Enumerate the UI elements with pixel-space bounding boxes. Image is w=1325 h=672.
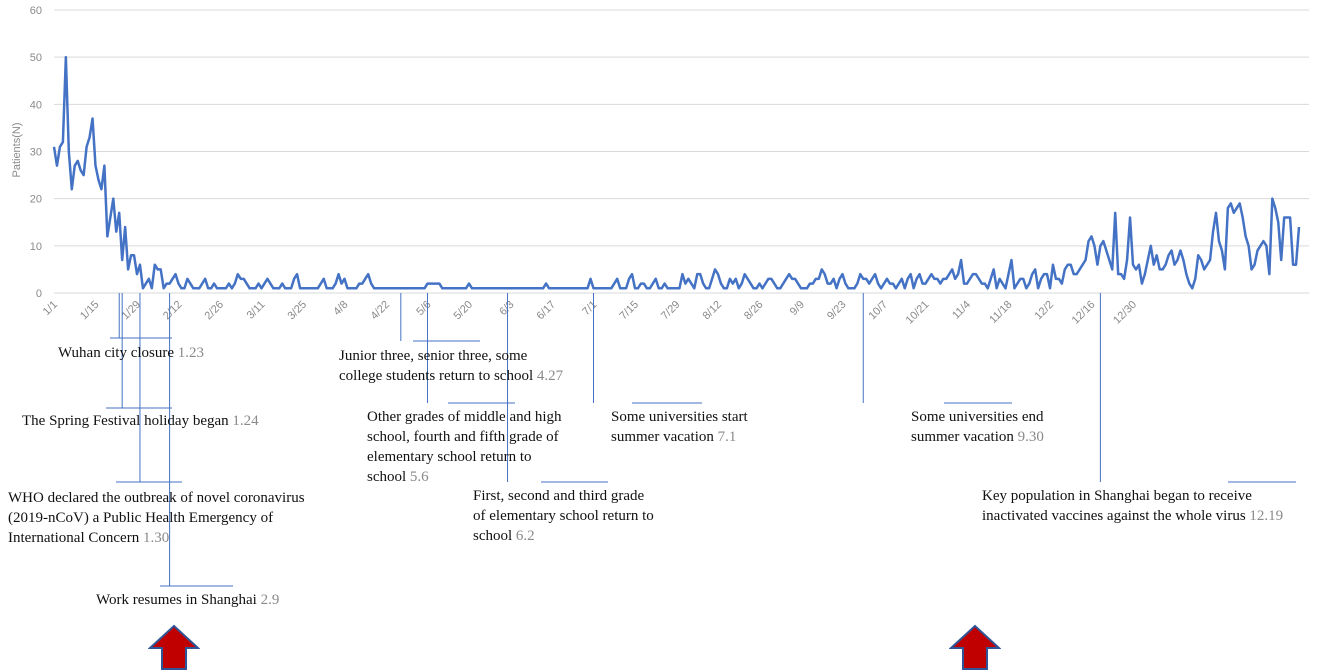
note-wuhan-closure: Wuhan city closure 1.23 [58,345,205,361]
x-tick-label: 12/2 [1032,299,1056,323]
x-tick-label: 11/18 [987,299,1014,326]
up-arrow-icon [148,624,200,670]
note-work-resumes: Work resumes in Shanghai 2.9 [96,592,280,608]
y-tick-label: 20 [30,194,42,206]
grid-lines [54,9,1309,294]
note-other-grades-return: Other grades of middle and high school, … [367,409,562,485]
x-tick-label: 3/11 [245,299,268,322]
x-tick-label: 7/1 [580,299,599,318]
note-summer-start: Some universities start summer vacation … [611,409,748,445]
note-spring-festival: The Spring Festival holiday began 1.24 [22,413,259,429]
x-tick-label: 8/12 [700,299,724,323]
x-tick-label: 12/30 [1111,299,1139,327]
note-junior-senior-return: Junior three, senior three, some college… [339,348,564,384]
x-tick-label: 6/3 [497,299,516,318]
x-tick-label: 1/1 [41,299,60,318]
up-arrow-icon [949,624,1001,670]
x-tick-label: 7/15 [617,299,641,323]
x-tick-label: 1/15 [78,299,102,323]
y-tick-label: 0 [36,288,42,300]
note-first-grades-return: First, second and third grade of element… [473,488,654,544]
x-tick-label: 8/26 [742,299,766,323]
y-tick-label: 30 [30,147,42,159]
x-tick-label: 4/8 [331,299,350,318]
y-axis-ticks: 0 10 20 30 40 50 60 [30,5,42,300]
note-vaccination: Key population in Shanghai began to rece… [982,488,1284,524]
x-tick-label: 11/4 [950,299,973,322]
note-who-declaration: WHO declared the outbreak of novel coron… [8,490,305,546]
y-tick-label: 60 [30,5,42,17]
annotation-leaders [106,293,1296,587]
x-tick-label: 9/23 [825,299,849,323]
x-tick-label: 9/9 [788,299,807,318]
series-line [52,55,1301,290]
x-tick-label: 10/7 [866,299,890,323]
y-tick-label: 40 [30,99,42,111]
y-tick-label: 50 [30,52,42,64]
x-tick-label: 5/20 [451,299,475,323]
x-tick-label: 2/26 [202,299,226,323]
x-tick-label: 4/22 [368,299,392,323]
x-tick-label: 2/12 [161,299,185,323]
x-tick-label: 3/25 [285,299,309,323]
x-axis-ticks: 1/1 1/15 1/29 2/12 2/26 3/11 3/25 4/8 4/22 5/6 5/2… [41,299,1139,327]
y-tick-label: 10 [30,241,42,253]
x-tick-label: 5/6 [414,299,433,318]
note-summer-end: Some universities end summer vacation 9.… [911,409,1044,445]
x-tick-label: 7/29 [659,299,683,323]
series-group [52,55,1301,290]
x-tick-label: 12/16 [1070,299,1098,327]
y-axis-title: Patients(N) [11,122,23,177]
x-tick-label: 6/17 [534,299,558,323]
x-tick-label: 10/21 [904,299,932,327]
